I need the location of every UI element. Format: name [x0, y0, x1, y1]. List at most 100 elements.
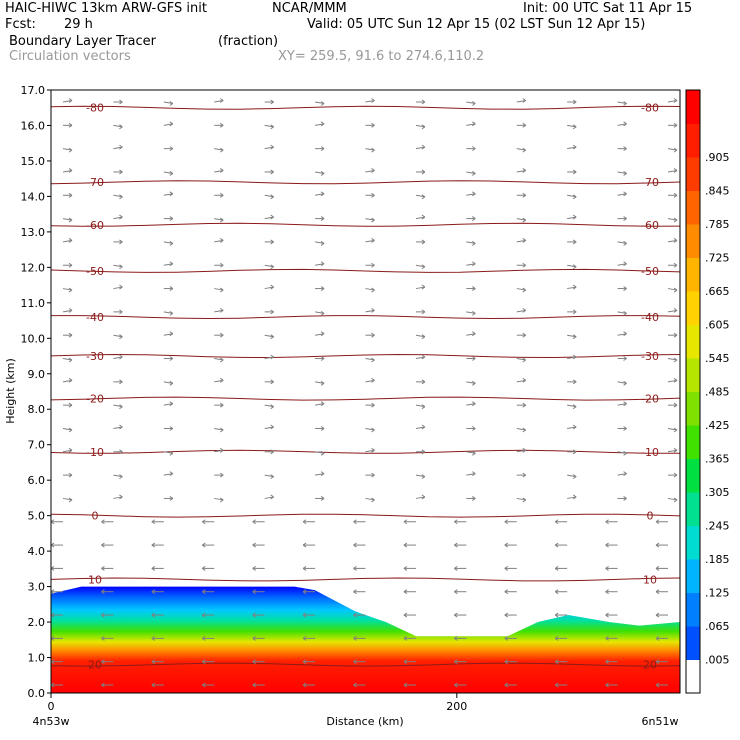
circulation-vector — [365, 427, 375, 431]
circulation-vector-head — [572, 124, 577, 130]
circulation-vector — [113, 146, 123, 150]
colorbar-swatch — [686, 157, 700, 191]
circulation-vector-head — [673, 307, 678, 313]
circulation-vector-head — [320, 450, 325, 456]
circulation-vector-head — [320, 471, 325, 477]
circulation-vector-head — [623, 471, 627, 477]
circulation-vector-head — [623, 121, 627, 127]
circulation-vector-head — [522, 147, 527, 153]
circulation-vector — [667, 427, 678, 431]
circulation-vector-head — [101, 612, 105, 618]
circulation-vector-head — [472, 101, 476, 106]
colorbar-label: .365 — [705, 453, 730, 466]
circulation-vector-head — [522, 427, 527, 433]
colorbar-swatch — [686, 123, 700, 158]
circulation-vector-head — [353, 659, 357, 665]
circulation-vector — [667, 379, 678, 383]
circulation-vector-head — [421, 449, 426, 455]
circulation-vector — [617, 123, 627, 126]
circulation-vector-head — [522, 287, 527, 293]
circulation-vector — [466, 193, 476, 196]
circulation-vector — [113, 356, 123, 360]
circulation-vector-head — [623, 496, 627, 501]
contour-line — [51, 353, 680, 359]
circulation-vector — [315, 333, 325, 336]
circulation-vector-head — [169, 356, 174, 361]
circulation-vector-head — [302, 565, 307, 571]
circulation-vector — [466, 311, 476, 314]
circulation-vector-head — [320, 191, 325, 197]
circulation-vector-head — [371, 332, 375, 338]
circulation-vector — [567, 216, 577, 220]
circulation-vector — [415, 264, 425, 268]
circulation-vector-head — [320, 101, 325, 106]
y-tick-label: 2.0 — [28, 616, 46, 629]
circulation-vector-head — [68, 238, 73, 243]
circulation-vector — [163, 381, 173, 384]
circulation-vector-head — [169, 286, 174, 291]
circulation-vector-head — [421, 474, 426, 480]
circulation-vector-head — [403, 659, 408, 665]
contour-label: -70 — [86, 176, 104, 189]
circulation-vector-head — [302, 682, 307, 688]
circulation-vector-head — [101, 519, 105, 525]
circulation-vector-head — [623, 261, 627, 267]
circulation-vector-head — [302, 659, 307, 665]
circulation-vector-head — [219, 447, 224, 453]
circulation-vector-head — [472, 496, 476, 501]
circulation-vector-head — [655, 589, 660, 595]
circulation-vector-head — [673, 262, 678, 268]
circulation-vector — [315, 123, 325, 126]
circulation-vector-head — [504, 635, 509, 641]
circulation-vector-head — [673, 238, 678, 243]
circulation-vector-head — [572, 239, 577, 245]
circulation-vector — [567, 286, 577, 290]
circulation-vector — [315, 241, 325, 244]
circulation-vector-head — [554, 565, 559, 571]
contour-line — [51, 180, 680, 185]
circulation-vector — [365, 148, 375, 151]
circulation-vector — [516, 427, 526, 431]
circulation-vector-head — [320, 356, 325, 361]
contour-label: -40 — [86, 311, 104, 324]
circulation-vector-head — [119, 449, 123, 455]
circulation-vector — [214, 497, 224, 501]
colorbar-label: .185 — [705, 553, 730, 566]
circulation-vector-head — [219, 402, 224, 408]
circulation-vector-head — [522, 497, 527, 503]
y-axis-label: Height (km) — [4, 358, 17, 424]
circulation-vector-head — [270, 169, 274, 175]
circulation-vector-head — [605, 682, 609, 688]
circulation-vector-head — [504, 589, 509, 595]
circulation-vector — [667, 218, 678, 221]
circulation-vector-head — [623, 216, 627, 222]
colorbar-swatch — [686, 525, 700, 560]
circulation-vector-head — [151, 635, 156, 641]
circulation-vector-head — [554, 542, 559, 548]
circulation-vector — [516, 497, 526, 501]
tracer-area — [51, 586, 680, 693]
circulation-vector-head — [320, 146, 325, 152]
circulation-vector-head — [554, 589, 559, 595]
circulation-vector — [516, 288, 526, 291]
circulation-vector-head — [472, 146, 476, 152]
circulation-vector — [365, 379, 375, 383]
circulation-vector — [415, 146, 425, 150]
circulation-vector-head — [421, 264, 426, 270]
cross-section-xy: XY= 259.5, 91.6 to 274.6,110.2 — [278, 49, 485, 64]
colorbar-swatch — [686, 626, 700, 660]
circulation-vector — [163, 171, 173, 174]
circulation-vector-head — [270, 284, 274, 290]
circulation-vector-head — [68, 262, 73, 268]
circulation-vector — [315, 171, 325, 174]
circulation-vector-head — [169, 496, 174, 501]
circulation-vector-head — [472, 450, 476, 456]
circulation-vector — [617, 101, 627, 104]
circulation-vector — [264, 474, 274, 478]
circulation-vector-head — [454, 682, 458, 688]
circulation-vector-head — [252, 659, 256, 665]
circulation-vector-head — [371, 377, 375, 383]
circulation-vector-head — [572, 144, 577, 150]
circulation-vector-head — [169, 171, 174, 176]
circulation-vector — [113, 286, 123, 290]
